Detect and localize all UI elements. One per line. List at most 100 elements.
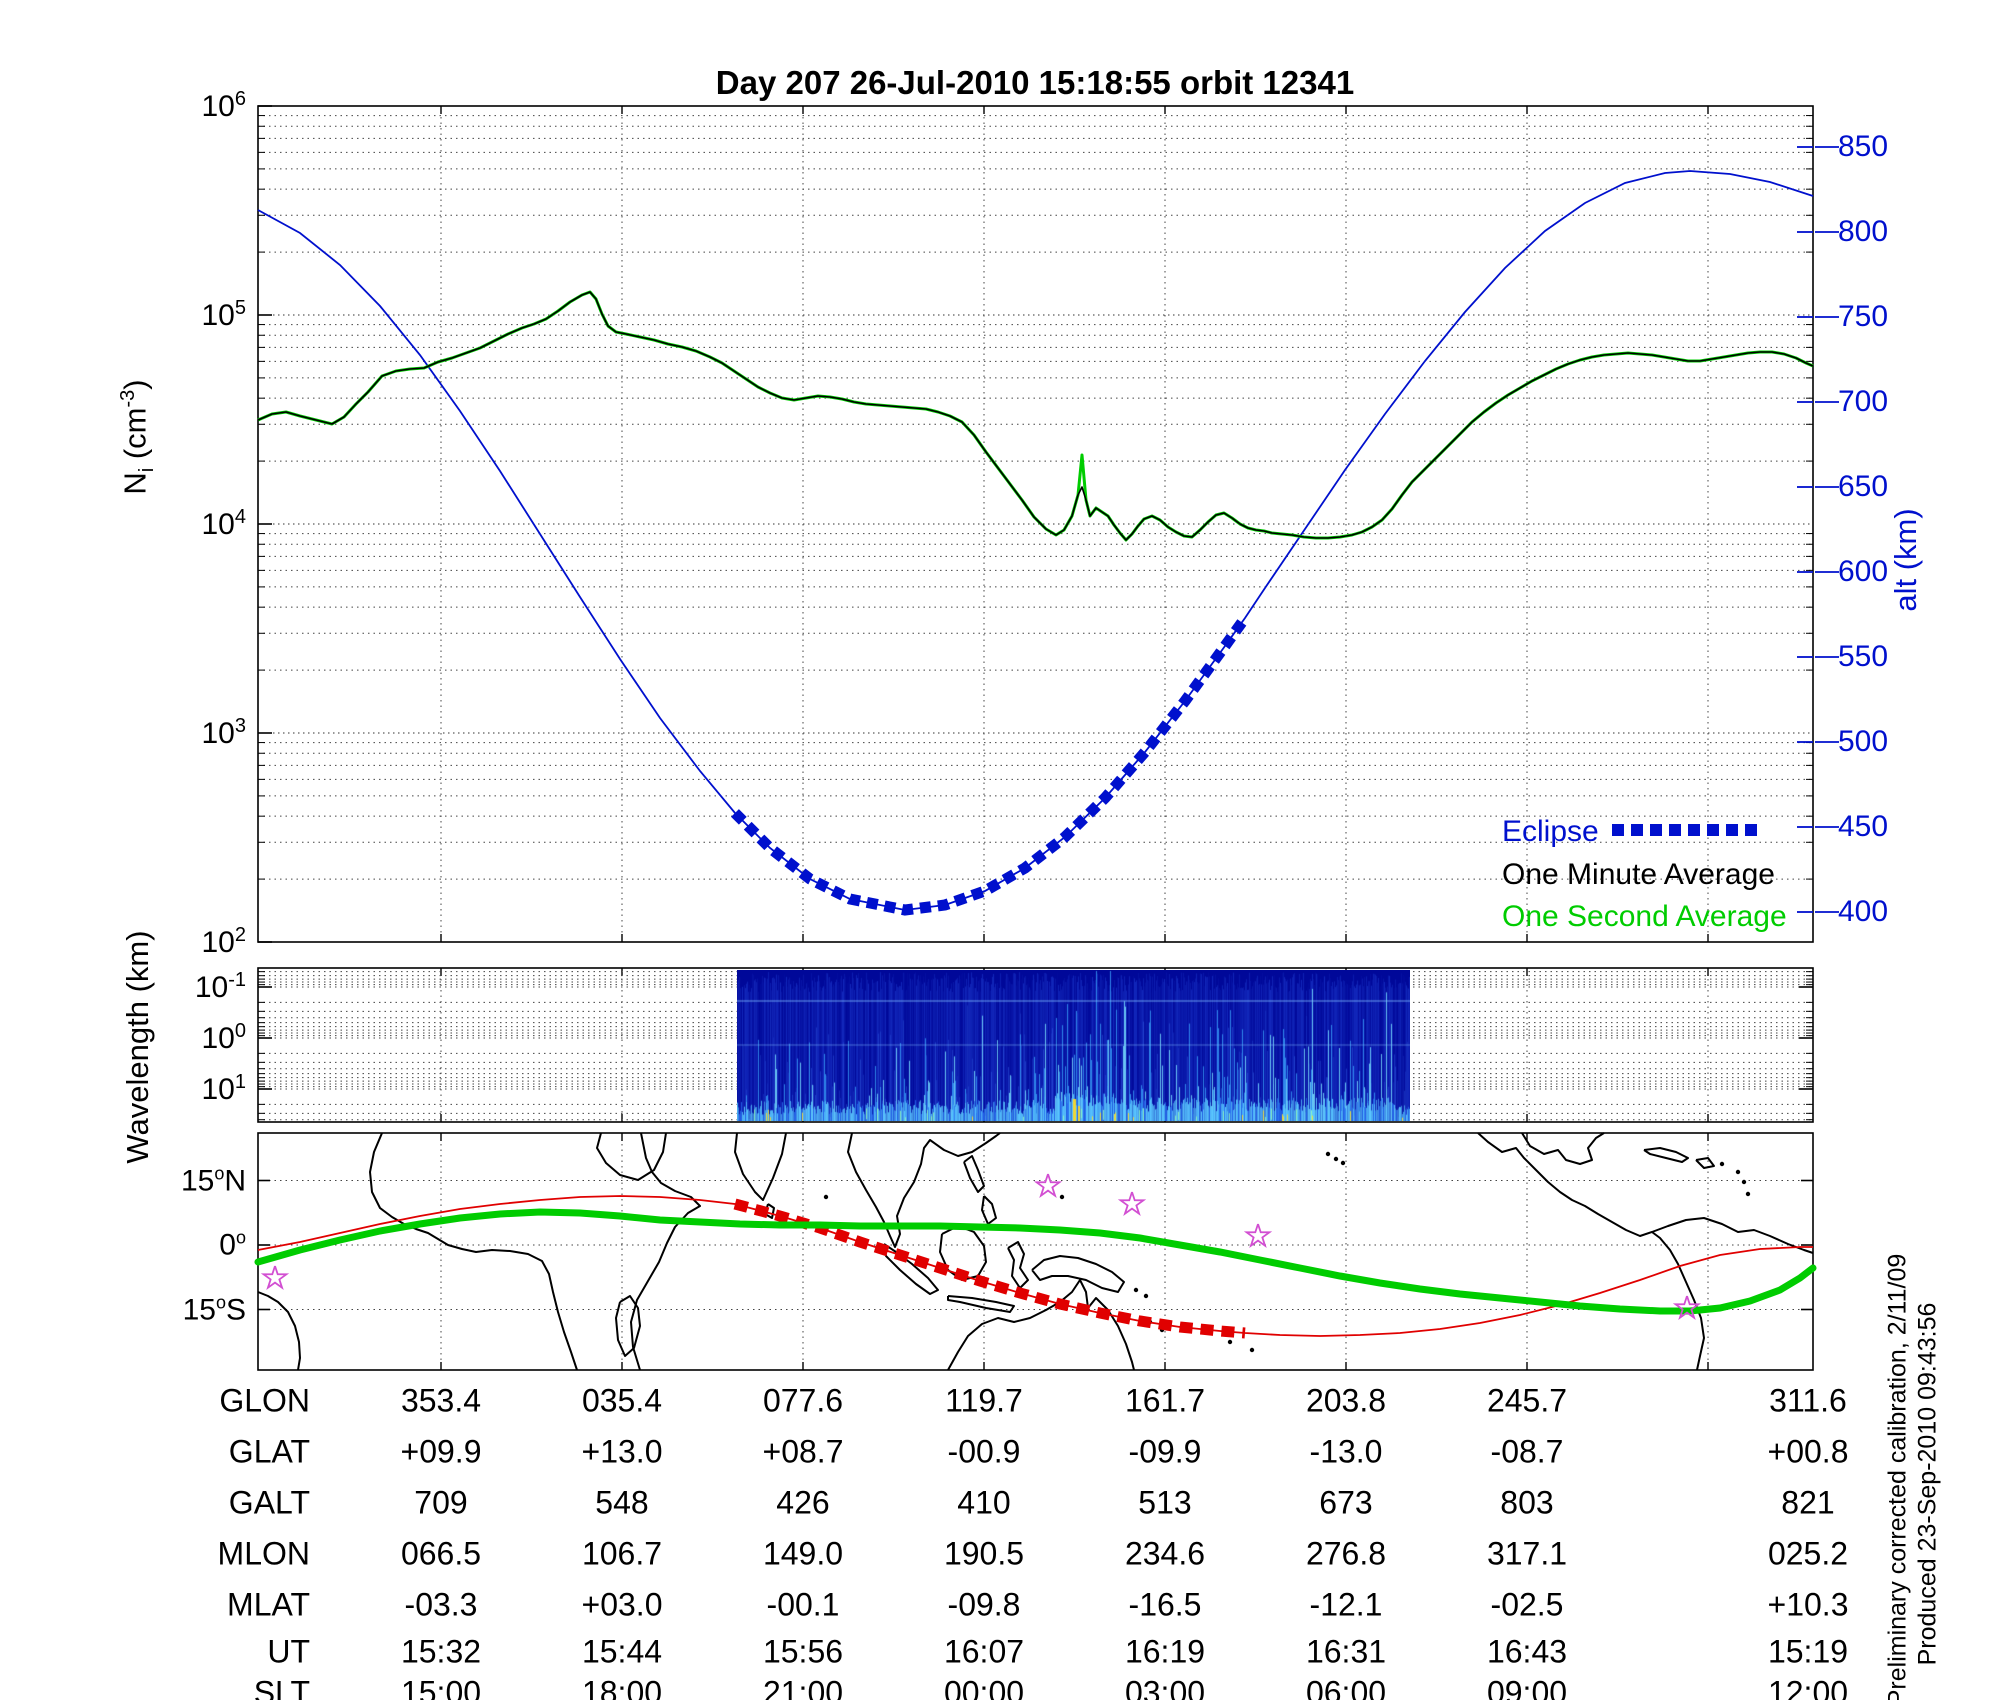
eclipse-ground-track-dashes <box>733 1198 1246 1339</box>
coastline <box>1695 1157 1715 1169</box>
coastline <box>963 1155 985 1193</box>
table-cell: 12:00 <box>1767 1674 1849 1700</box>
page-title: Day 207 26-Jul-2010 15:18:55 orbit 12341 <box>715 64 1355 101</box>
alt-tick-label: 850 <box>1838 130 1889 163</box>
coastline <box>947 1279 1135 1371</box>
table-cell: -12.1 <box>1309 1586 1383 1623</box>
table-cell: -09.9 <box>1128 1433 1202 1470</box>
table-cell: 803 <box>1500 1484 1554 1521</box>
table-cell: 16:19 <box>1124 1633 1206 1670</box>
table-cell: +10.3 <box>1767 1586 1849 1623</box>
latitude-tick-label: 0o <box>219 1227 246 1262</box>
island-dot <box>1741 1179 1747 1185</box>
table-row-label: GLAT <box>228 1433 310 1470</box>
calibration-note: Preliminary corrected calibration, 2/11/… <box>1883 1253 1912 1700</box>
table-cell: 18:00 <box>581 1674 663 1700</box>
table-row-label: GALT <box>228 1484 310 1521</box>
table-cell: 426 <box>776 1484 830 1521</box>
island-dot <box>1227 1339 1233 1345</box>
alt-tick-label: 650 <box>1838 470 1889 503</box>
alt-curve <box>257 170 1814 911</box>
table-cell: 15:32 <box>400 1633 482 1670</box>
table-cell: -13.0 <box>1309 1433 1383 1470</box>
alt-tick-label: 750 <box>1838 300 1889 333</box>
island-dot <box>1735 1169 1741 1175</box>
ni-tick-label: 102 <box>201 924 247 959</box>
ground-station-star <box>1672 1295 1702 1321</box>
table-cell: 16:43 <box>1486 1633 1568 1670</box>
table-cell: 276.8 <box>1305 1535 1387 1572</box>
coastline <box>1521 1132 1605 1165</box>
latitude-tick-label: 15oS <box>182 1292 246 1326</box>
ni-tick-label: 106 <box>201 88 247 123</box>
table-row-label: GLON <box>219 1382 310 1419</box>
wavelength-tick-label: 100 <box>201 1020 247 1055</box>
table-cell: 16:07 <box>943 1633 1025 1670</box>
alt-tick-label: 450 <box>1838 810 1889 843</box>
table-cell: -03.3 <box>404 1586 478 1623</box>
table-cell: 106.7 <box>581 1535 663 1572</box>
table-cell: -02.5 <box>1490 1586 1564 1623</box>
coastline <box>615 1295 641 1357</box>
alt-tick-label: 700 <box>1838 385 1889 418</box>
ground-station-star <box>1243 1223 1273 1249</box>
island-dot <box>823 1194 829 1200</box>
table-cell: 00:00 <box>943 1674 1025 1700</box>
table-cell: 203.8 <box>1305 1382 1387 1419</box>
coastline <box>596 1132 667 1181</box>
legend-one-minute-label: One Minute Average <box>1502 858 1775 891</box>
table-cell: 673 <box>1319 1484 1373 1521</box>
table-cell: 410 <box>957 1484 1011 1521</box>
coastline <box>257 1291 301 1371</box>
island-dot <box>1333 1156 1339 1162</box>
island-dot <box>1719 1161 1725 1167</box>
table-cell: 190.5 <box>943 1535 1025 1572</box>
ni-tick-label: 104 <box>201 506 247 541</box>
table-cell: -16.5 <box>1128 1586 1202 1623</box>
wavelength-tick-label: 101 <box>201 1071 247 1106</box>
alt-tick-label: 500 <box>1838 725 1889 758</box>
island-dot <box>1133 1287 1139 1293</box>
spectrogram-image <box>737 970 1410 1121</box>
panel-border-1 <box>257 967 1814 1123</box>
table-cell: 15:56 <box>762 1633 844 1670</box>
table-cell: 15:19 <box>1767 1633 1849 1670</box>
table-cell: 245.7 <box>1486 1382 1568 1419</box>
alt-eclipse-dashes <box>731 614 1250 916</box>
table-cell: -00.1 <box>766 1586 840 1623</box>
coastline <box>1643 1147 1689 1163</box>
table-cell: +13.0 <box>581 1433 663 1470</box>
wavelength-axis-label: Wavelength (km) <box>120 930 155 1164</box>
table-cell: 03:00 <box>1124 1674 1206 1700</box>
magnetic-equator-track <box>254 1208 1817 1315</box>
table-cell: 16:31 <box>1305 1633 1387 1670</box>
produced-note: Produced 23-Sep-2010 09:43:56 <box>1913 1302 1942 1666</box>
alt-tick-label: 800 <box>1838 215 1889 248</box>
table-row-label: UT <box>267 1633 310 1670</box>
table-cell: 353.4 <box>400 1382 482 1419</box>
alt-axis-label: alt (km) <box>1888 508 1923 612</box>
table-cell: +00.8 <box>1767 1433 1849 1470</box>
table-cell: +03.0 <box>581 1586 663 1623</box>
alt-tick-label: 400 <box>1838 895 1889 928</box>
table-cell: 15:00 <box>400 1674 482 1700</box>
ni-tick-label: 103 <box>201 715 247 750</box>
ni-one-minute-curve <box>257 291 1814 541</box>
coastline <box>981 1195 997 1225</box>
table-row-label: SLT <box>253 1674 310 1700</box>
table-cell: +08.7 <box>762 1433 844 1470</box>
table-cell: 317.1 <box>1486 1535 1568 1572</box>
table-cell: 119.7 <box>945 1382 1023 1419</box>
table-cell: 15:44 <box>581 1633 663 1670</box>
ni-tick-label: 105 <box>201 297 247 332</box>
table-cell: 09:00 <box>1486 1674 1568 1700</box>
legend-one-second-label: One Second Average <box>1502 900 1787 933</box>
island-dot <box>1143 1293 1149 1299</box>
coastline <box>947 1295 1015 1313</box>
table-cell: 025.2 <box>1767 1535 1849 1572</box>
coastline <box>1031 1255 1125 1293</box>
ni-one-second-curve <box>257 290 1814 542</box>
table-cell: -08.7 <box>1490 1433 1564 1470</box>
coastline <box>630 1132 701 1371</box>
